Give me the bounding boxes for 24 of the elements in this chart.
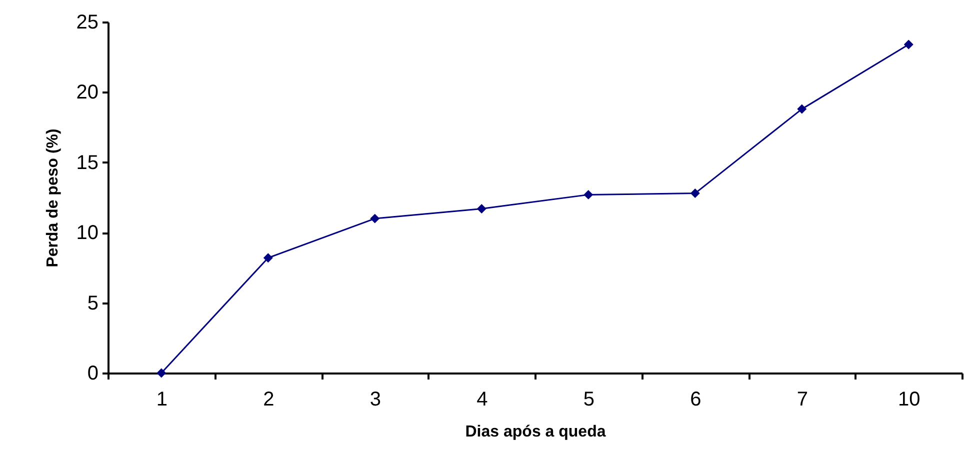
x-tick-label: 1 bbox=[156, 388, 168, 410]
x-tick-label: 2 bbox=[263, 388, 274, 410]
point bbox=[797, 104, 807, 114]
point bbox=[370, 214, 380, 224]
y-tick-label: 0 bbox=[87, 362, 98, 384]
x-tick-label: 10 bbox=[898, 388, 920, 410]
x-tick-label: 4 bbox=[476, 388, 488, 410]
y-tick-label: 20 bbox=[76, 82, 98, 104]
x-tick-label: 3 bbox=[370, 388, 381, 410]
x-tick-label: 7 bbox=[796, 388, 808, 410]
y-tick-label: 25 bbox=[76, 12, 98, 34]
point bbox=[156, 368, 166, 378]
y-tick-label: 10 bbox=[76, 222, 98, 244]
y-tick-label: 5 bbox=[87, 292, 98, 314]
y-axis-title: Perda de peso (%) bbox=[44, 128, 62, 268]
y-tick-label: 15 bbox=[76, 152, 98, 174]
x-tick-label: 5 bbox=[583, 388, 594, 410]
point bbox=[476, 204, 486, 214]
point bbox=[690, 188, 700, 198]
x-axis-title: Dias após a queda bbox=[465, 424, 606, 440]
point bbox=[263, 253, 273, 263]
point bbox=[904, 40, 914, 50]
point bbox=[584, 190, 594, 200]
x-tick-label: 6 bbox=[690, 388, 702, 410]
